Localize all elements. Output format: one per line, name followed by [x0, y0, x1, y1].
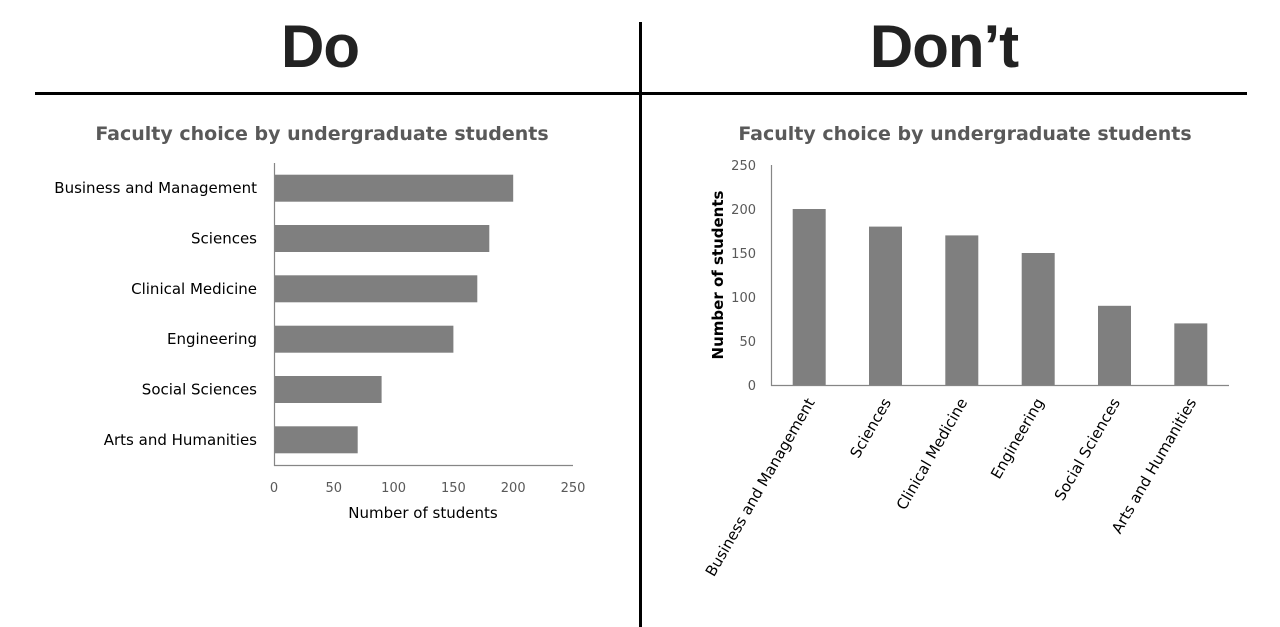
do-chart-title: Faculty choice by undergraduate students — [95, 123, 548, 145]
do-x-tick-label: 200 — [501, 481, 526, 496]
do-heading: Do — [281, 13, 360, 80]
dont-bar — [1021, 253, 1055, 385]
do-bar — [274, 225, 490, 252]
do-x-tick-label: 250 — [561, 481, 586, 496]
do-category-label: Engineering — [167, 330, 257, 348]
dont-bars — [792, 209, 1208, 385]
do-bar — [274, 325, 454, 353]
dont-y-axis-title: Number of students — [709, 190, 727, 359]
dont-y-tick-label: 150 — [731, 247, 756, 262]
dont-category-label: Engineering — [987, 395, 1048, 482]
dont-category-label: Business and Management — [702, 395, 819, 580]
dont-category-label: Social Sciences — [1051, 395, 1124, 504]
dont-bar — [1098, 305, 1131, 385]
dont-y-tick-label: 100 — [731, 291, 756, 306]
dont-category-labels: Business and Management SciencesClinical … — [702, 395, 1201, 580]
do-bars — [274, 174, 514, 454]
do-category-label: Arts and Humanities — [104, 431, 257, 449]
do-bar — [274, 275, 478, 303]
do-horizontal-bar-chart: Faculty choice by undergraduate students… — [54, 123, 585, 522]
dont-y-tick-labels: 0 50 100 150 200 250 — [731, 159, 756, 394]
dont-y-tick-label: 50 — [739, 335, 756, 350]
do-category-label: Sciences — [191, 230, 257, 248]
dont-bar — [792, 209, 826, 385]
vertical-divider — [639, 22, 642, 627]
do-x-tick-label: 50 — [326, 481, 343, 496]
dont-bar — [1174, 323, 1208, 385]
do-bar — [274, 376, 382, 403]
dont-y-tick-label: 250 — [731, 159, 756, 174]
do-bar — [274, 174, 514, 202]
do-category-label: Clinical Medicine — [131, 280, 257, 298]
dont-bar — [945, 235, 979, 385]
dont-bar — [869, 226, 902, 385]
dont-heading: Don’t — [869, 13, 1019, 80]
dont-vertical-bar-chart: Faculty choice by undergraduate students… — [702, 123, 1229, 580]
do-category-labels: Business and Management Sciences Clinical … — [54, 179, 257, 449]
do-x-tick-label: 0 — [270, 481, 278, 496]
do-x-tick-label: 100 — [381, 481, 406, 496]
do-x-tick-labels: 0 50 100 150 200 250 — [270, 481, 586, 496]
dont-y-tick-label: 0 — [748, 379, 756, 394]
dont-chart-title: Faculty choice by undergraduate students — [738, 123, 1191, 145]
do-category-label: Business and Management — [54, 179, 257, 197]
dont-category-label: Clinical Medicine — [893, 395, 972, 513]
do-bar — [274, 426, 358, 454]
dont-category-label: Sciences — [846, 395, 895, 461]
dont-y-tick-label: 200 — [731, 203, 756, 218]
do-x-axis-title: Number of students — [348, 504, 498, 522]
dont-category-label: Arts and Humanities — [1108, 395, 1200, 537]
do-x-tick-label: 150 — [441, 481, 466, 496]
do-category-label: Social Sciences — [142, 381, 257, 399]
